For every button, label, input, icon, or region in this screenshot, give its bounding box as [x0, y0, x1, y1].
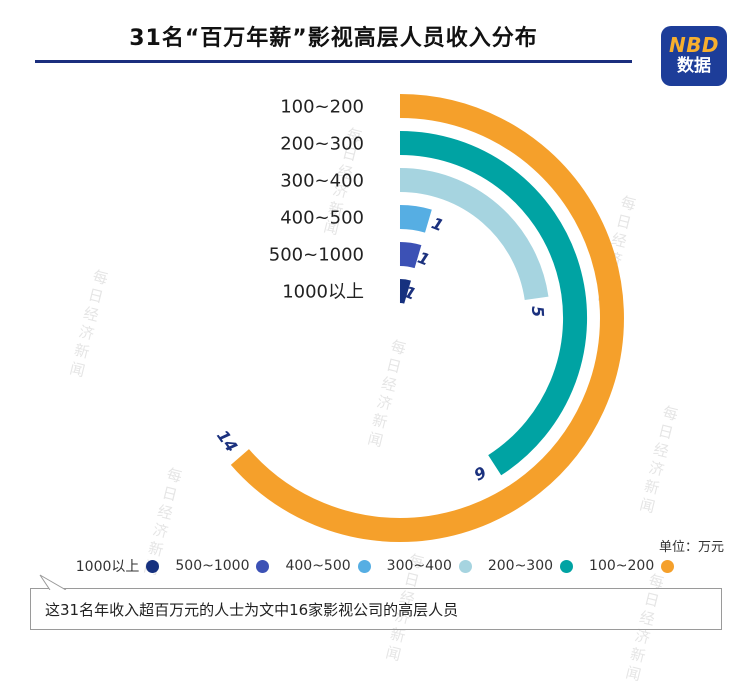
legend-label: 500~1000: [175, 558, 250, 574]
value-label-400-500: 1: [429, 214, 446, 236]
legend-label: 300~400: [386, 558, 452, 574]
category-label-100-200: 100~200: [280, 96, 364, 117]
page-title: 31名“百万年薪”影视高层人员收入分布: [129, 26, 538, 51]
footer-note: 这31名年收入超百万元的人士为文中16家影视公司的高层人员: [45, 600, 459, 619]
arc-200-300: [399, 131, 588, 476]
title-underline: [35, 60, 632, 63]
arc-300-400: [399, 168, 549, 301]
legend-label: 400~500: [285, 558, 351, 574]
legend-item-500-1000: 500~1000: [175, 558, 270, 574]
legend-dot: [560, 559, 574, 573]
watermark: 每日经济新闻: [635, 403, 681, 519]
value-label-300-400: 5: [528, 305, 548, 317]
legend-item-100-200: 100~200: [589, 558, 675, 574]
legend-dot: [256, 559, 270, 573]
value-label-200-300: 9: [471, 463, 490, 485]
legend-item-1000以上: 1000以上: [76, 556, 160, 576]
nbd-logo-text: NBD: [668, 33, 720, 58]
legend-dot: [357, 559, 371, 573]
category-label-500-1000: 500~1000: [269, 244, 364, 265]
legend-item-300-400: 300~400: [387, 558, 472, 574]
category-label-1000以上: 1000以上: [282, 281, 364, 302]
legend-item-200-300: 200~300: [487, 558, 574, 574]
legend-label: 100~200: [589, 558, 655, 574]
watermark: 每日经济新闻: [363, 337, 409, 453]
legend-item-400-500: 400~500: [285, 558, 371, 574]
nbd-logo-subtext: 数据: [677, 56, 711, 77]
legend-label: 200~300: [487, 558, 554, 574]
legend-dot: [661, 559, 675, 573]
legend-dot: [146, 559, 160, 573]
legend-dot: [458, 559, 472, 573]
value-label-500-1000: 1: [415, 248, 432, 270]
arc-100-200: [230, 94, 624, 542]
value-label-100-200: 14: [213, 426, 241, 455]
chart-legend: 1000以上 500~1000 400~500 300~400 200~300 100~2…: [0, 556, 750, 576]
footer-note-box: 这31名年收入超百万元的人士为文中16家影视公司的高层人员: [30, 574, 722, 630]
arc-500-1000: [399, 242, 422, 269]
watermark: 每日经济新闻: [593, 193, 639, 309]
nbd-logo: NBD 数据: [661, 26, 727, 86]
arc-400-500: [399, 205, 432, 233]
unit-label: 单位：万元: [658, 540, 724, 555]
callout-tail: [39, 574, 67, 590]
arc-1000以上: [399, 279, 411, 304]
watermark: 每日经济新闻: [319, 125, 365, 241]
legend-label: 1000以上: [75, 559, 140, 575]
value-label-1000以上: 1: [401, 282, 418, 304]
watermark: 每日经济新闻: [65, 267, 111, 383]
